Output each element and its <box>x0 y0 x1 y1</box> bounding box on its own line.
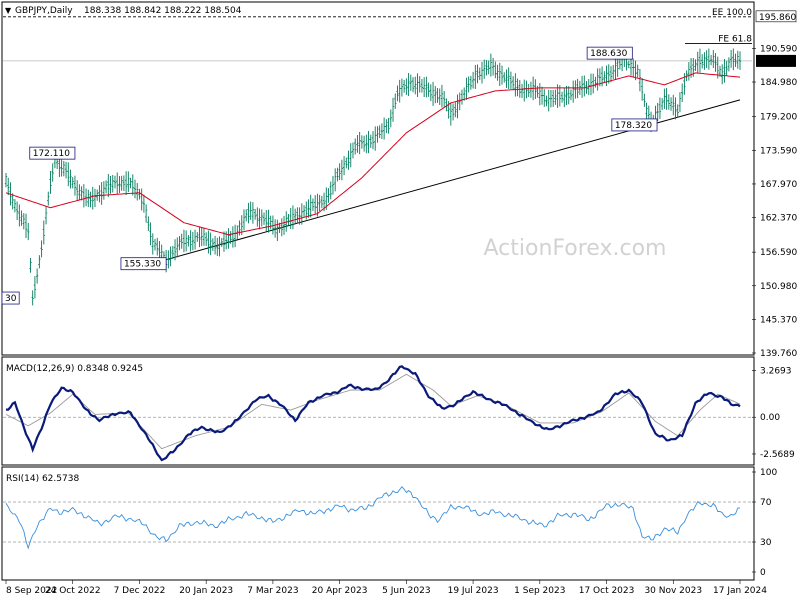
price-y-tick-label: 184.980 <box>760 78 797 88</box>
rsi-panel-frame <box>1 466 755 581</box>
x-axis-tick-label: 7 Mar 2023 <box>247 586 298 596</box>
x-axis-tick-label: 5 Jun 2023 <box>382 586 430 596</box>
price-y-tick-label: 190.590 <box>760 44 797 54</box>
price-layer: EE 100.0 195.860 FE 61.8 172.110 155.330 188.… <box>1 8 797 359</box>
x-axis-tick-label: 30 Nov 2023 <box>644 586 702 596</box>
macd-y-tick-label: -2.5689 <box>760 450 795 460</box>
rsi-y-tick-label: 30 <box>760 538 772 548</box>
watermark: ActionForex.com <box>484 236 667 261</box>
x-axis-tick-label: 20 Apr 2023 <box>312 586 368 596</box>
rsi-label: RSI(14) 62.5738 <box>6 474 79 484</box>
price-y-tick-label: 150.980 <box>760 282 797 292</box>
x-axis-tick-label: 1 Sep 2023 <box>514 586 565 596</box>
x-axis-tick-label: 7 Dec 2022 <box>114 586 166 596</box>
x-axis-tick-label: 17 Jan 2024 <box>713 586 767 596</box>
price-y-tick-label: 156.590 <box>760 248 797 258</box>
level-value-box <box>755 10 797 23</box>
macd-y-tick-label: 0.00 <box>760 413 780 423</box>
x-axis-tick-label: 20 Jan 2023 <box>179 586 233 596</box>
rsi-layer: RSI(14) 62.5738 100 70 30 0 <box>3 468 777 578</box>
level-label: FE 61.8 <box>718 35 752 45</box>
macd-label: MACD(12,26,9) 0.8348 0.9245 <box>6 364 143 374</box>
macd-layer: MACD(12,26,9) 0.8348 0.9245 3.2693 0.00 -2.… <box>3 364 795 462</box>
annotation-box <box>611 118 658 132</box>
chart-ohlc: 188.338 188.842 188.222 188.504 <box>84 6 242 16</box>
annotation-label: 155.330 <box>124 260 161 270</box>
price-y-tick-label: 167.970 <box>760 180 797 190</box>
macd-y-tick-label: 3.2693 <box>760 366 792 376</box>
annotation-box <box>586 46 633 60</box>
price-y-tick-label: 139.760 <box>760 349 797 359</box>
price-y-tick-label: 173.590 <box>760 146 797 156</box>
x-axis-tick-label: 17 Oct 2023 <box>579 586 635 596</box>
annotation-box <box>120 257 167 271</box>
annotation-box <box>29 146 76 160</box>
annotation-label: 188.630 <box>590 49 627 59</box>
header-arrow-icon: ▼ <box>5 6 12 15</box>
annotation-box <box>1 291 20 305</box>
current-price-box <box>756 54 796 67</box>
annotation-label: 172.110 <box>33 149 70 159</box>
rsi-y-tick-label: 70 <box>760 498 772 508</box>
current-price-label: 188.504 <box>759 57 796 67</box>
macd-line <box>6 365 741 462</box>
rsi-line <box>5 485 741 550</box>
chart-title: GBPJPY,Daily <box>15 6 73 16</box>
level-value: 195.860 <box>759 13 796 23</box>
price-y-tick-label: 145.370 <box>760 315 797 325</box>
rsi-y-tick-label: 0 <box>760 568 766 578</box>
price-y-tick-label: 179.200 <box>760 113 797 123</box>
annotation-label: 178.320 <box>615 121 652 131</box>
annotation-label: 30 <box>5 294 17 304</box>
price-y-tick-label: 162.370 <box>760 214 797 224</box>
x-axis-tick-label: 24 Oct 2022 <box>45 586 101 596</box>
rsi-y-tick-label: 100 <box>760 468 777 478</box>
moving-average-line <box>5 72 741 236</box>
level-label: EE 100.0 <box>712 8 752 18</box>
x-axis-tick-label: 19 Jul 2023 <box>448 586 499 596</box>
x-axis-tick-label: 8 Sep 2022 <box>6 586 57 596</box>
